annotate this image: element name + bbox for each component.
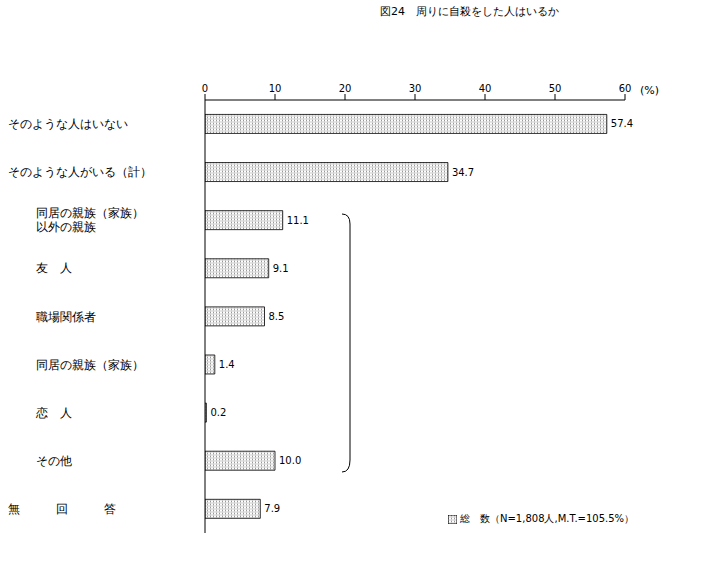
svg-text:同居の親族（家族）: 同居の親族（家族） <box>36 358 144 372</box>
svg-text:40: 40 <box>479 83 492 94</box>
html-text:総 数（N=1,808人,M.T.=105.5%）: 総 数（N=1,808人,M.T.=105.5%） <box>460 513 635 524</box>
svg-text:0: 0 <box>202 83 208 94</box>
svg-text:20: 20 <box>339 83 352 94</box>
html-text:図24 周りに自殺をした人はいるか: 図24 周りに自殺をした人はいるか <box>380 5 559 18</box>
svg-text:恋 人: 恋 人 <box>35 406 72 420</box>
svg-text:9.1: 9.1 <box>273 263 289 274</box>
svg-text:そのような人がいる（計）: そのような人がいる（計） <box>8 165 152 179</box>
svg-text:57.4: 57.4 <box>611 118 633 129</box>
svg-text:友 人: 友 人 <box>36 261 72 275</box>
svg-text:30: 30 <box>409 83 422 94</box>
svg-text:50: 50 <box>549 83 562 94</box>
svg-text:11.1: 11.1 <box>287 215 309 226</box>
svg-text:7.9: 7.9 <box>264 503 280 514</box>
svg-text:1.4: 1.4 <box>219 359 235 370</box>
svg-text:8.5: 8.5 <box>269 311 285 322</box>
svg-text:無 回 答: 無 回 答 <box>8 502 116 516</box>
svg-text:10.0: 10.0 <box>279 455 301 466</box>
svg-text:職場関係者: 職場関係者 <box>36 310 96 324</box>
svg-text:10: 10 <box>269 83 282 94</box>
svg-text:その他: その他 <box>36 454 72 468</box>
svg-text:60: 60 <box>619 83 632 94</box>
svg-text:0.2: 0.2 <box>210 407 226 418</box>
svg-text:同居の親族（家族）以外の親族: 同居の親族（家族）以外の親族 <box>36 206 144 234</box>
svg-text:そのような人はいない: そのような人はいない <box>8 117 128 131</box>
svg-text:34.7: 34.7 <box>452 167 474 178</box>
